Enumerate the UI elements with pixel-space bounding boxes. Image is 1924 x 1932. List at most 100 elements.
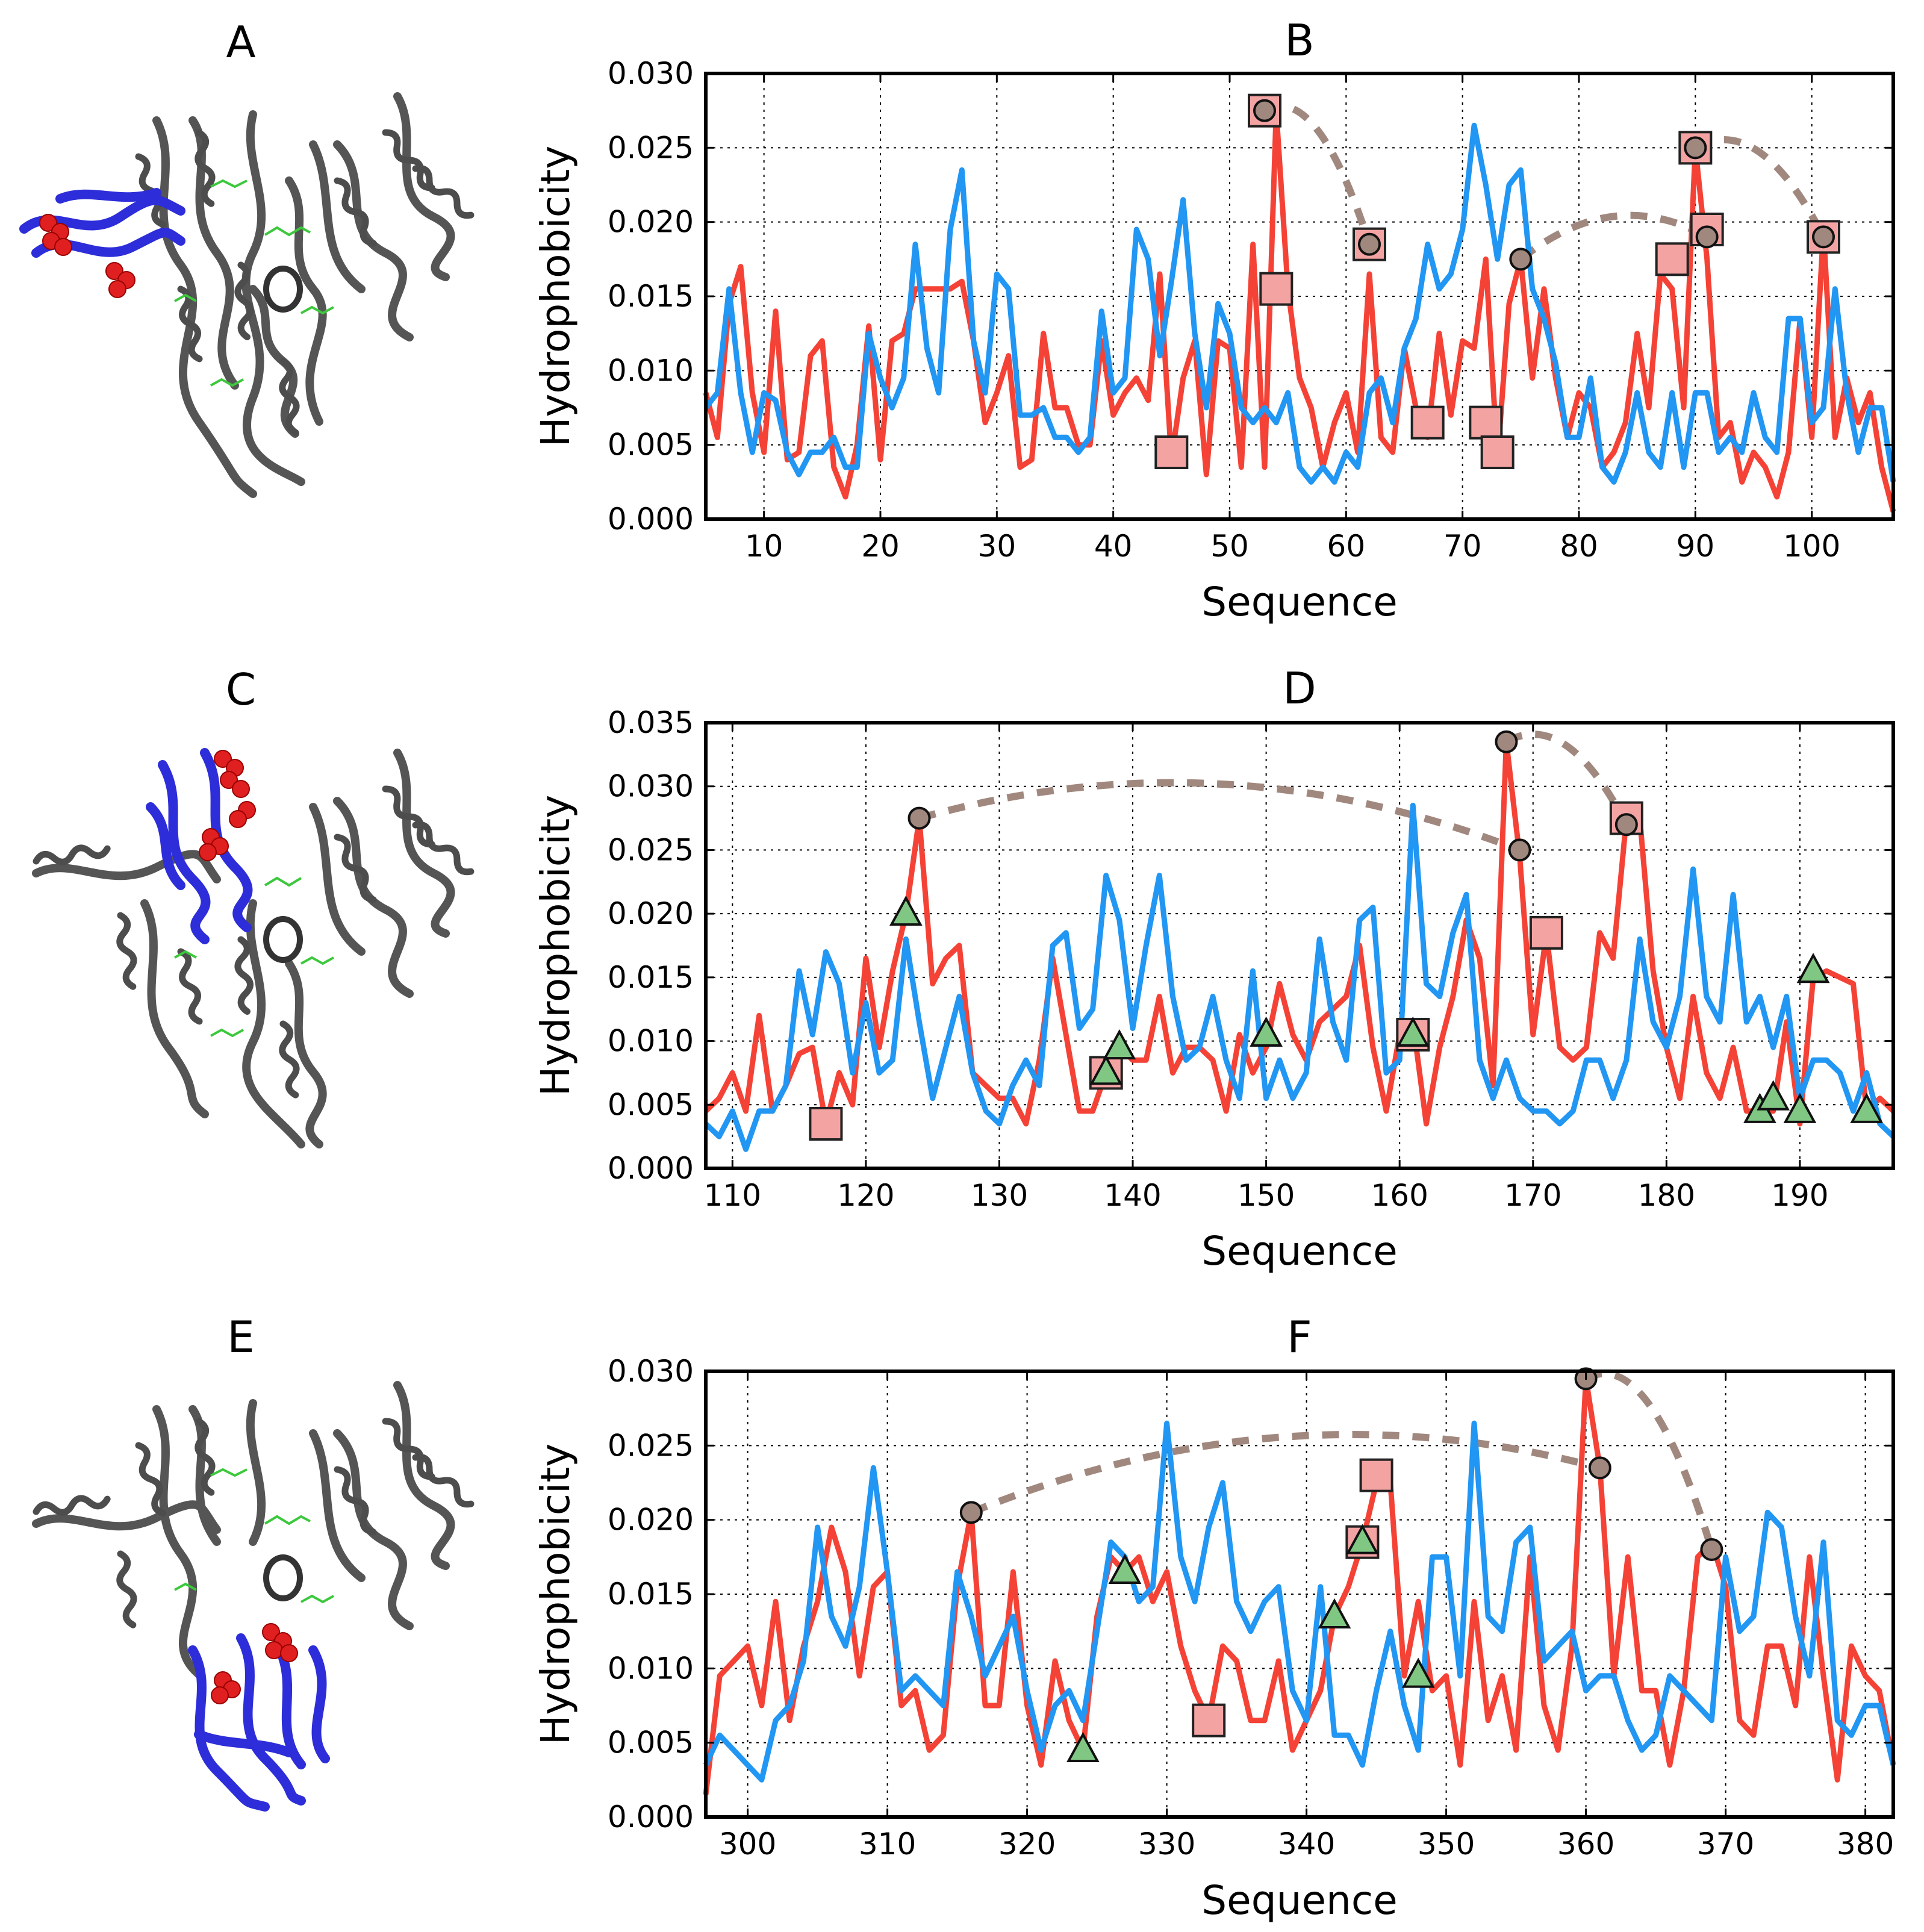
- highlighted-residues-c: [199, 750, 256, 861]
- y-tick-label: 0.005: [608, 1087, 694, 1122]
- protein-backbone-a: [152, 92, 455, 498]
- triangle-marker: [1089, 1055, 1123, 1085]
- series-group: [703, 1376, 1896, 1795]
- y-tick-label: 0.000: [608, 502, 694, 537]
- circle-marker: [1495, 730, 1518, 753]
- circle-marker: [1253, 99, 1276, 122]
- square-marker: [809, 1107, 843, 1141]
- circle-marker: [1700, 1538, 1723, 1561]
- x-tick-label: 160: [1371, 1178, 1428, 1213]
- chart-title: D: [1283, 663, 1316, 714]
- series-line-blue: [703, 802, 1896, 1152]
- triangle-marker: [1250, 1016, 1283, 1047]
- y-tick-label: 0.010: [608, 353, 694, 388]
- x-tick-label: 110: [704, 1178, 761, 1213]
- triangle-marker: [1108, 1553, 1142, 1584]
- triangle-marker: [1103, 1029, 1136, 1060]
- y-tick-label: 0.030: [608, 1354, 694, 1389]
- x-tick-label: 10: [745, 529, 783, 564]
- y-tick-label: 0.020: [608, 1503, 694, 1538]
- x-tick-label: 100: [1783, 529, 1840, 564]
- series-line-red: [703, 1376, 1896, 1795]
- y-tick-label: 0.025: [608, 130, 694, 165]
- x-axis-label: Sequence: [1201, 579, 1398, 625]
- y-tick-label: 0.000: [608, 1800, 694, 1834]
- circle-marker: [1588, 1456, 1611, 1480]
- circle-marker: [1695, 225, 1719, 249]
- x-tick-label: 170: [1504, 1178, 1561, 1213]
- helix-barrel-a: [263, 266, 303, 313]
- ligands-c: [174, 876, 334, 1038]
- x-tick-label: 310: [859, 1827, 916, 1862]
- y-tick-label: 0.015: [608, 960, 694, 995]
- ticks-group: 110 120 130 140 150 160 170 180 190 0.000 0.005 0.0…: [608, 705, 1893, 1213]
- highlighted-residues-a: [39, 214, 135, 298]
- x-tick-label: 350: [1418, 1827, 1475, 1862]
- y-tick-label: 0.000: [608, 1151, 694, 1186]
- circle-marker: [1508, 838, 1531, 862]
- square-marker: [1480, 435, 1515, 469]
- circle-marker: [1358, 232, 1381, 256]
- triangle-marker: [1783, 1092, 1817, 1123]
- x-tick-label: 30: [978, 529, 1016, 564]
- square-marker: [1469, 405, 1503, 440]
- protein-structure-a: [19, 92, 475, 498]
- ticks-group: 10 20 30 40 50 60 70 80 90 100 0.000 0.005 0.010 0.01…: [608, 56, 1893, 564]
- helix-barrel-e: [263, 1554, 303, 1601]
- square-marker: [1192, 1703, 1226, 1737]
- chart-f: F 300 310 320 330 340 350 360 370 380 0.000 0.005 0…: [532, 1312, 1896, 1924]
- triangle-marker: [1346, 1524, 1379, 1554]
- x-tick-label: 340: [1278, 1827, 1335, 1862]
- plot-frame: [704, 721, 1895, 1170]
- x-tick-label: 90: [1676, 529, 1715, 564]
- chart-title: B: [1284, 15, 1314, 66]
- circle-marker: [1614, 813, 1638, 837]
- x-tick-label: 50: [1210, 529, 1249, 564]
- dashed-arc: [1504, 731, 1630, 826]
- circle-marker: [1812, 225, 1835, 249]
- x-tick-label: 380: [1837, 1827, 1894, 1862]
- dashed-arc: [1518, 211, 1709, 263]
- series-line-blue: [703, 122, 1896, 485]
- x-tick-label: 140: [1104, 1178, 1161, 1213]
- x-tick-label: 120: [837, 1178, 894, 1213]
- chart-d: D 110 120 130 140 150 160 170 180 190 0.000 0.005 0…: [532, 663, 1896, 1274]
- dashed-arc: [1693, 136, 1827, 239]
- y-tick-label: 0.020: [608, 205, 694, 240]
- y-tick-label: 0.005: [608, 428, 694, 463]
- y-tick-label: 0.025: [608, 1428, 694, 1463]
- series-group: [703, 739, 1896, 1152]
- square-marker: [1154, 435, 1189, 469]
- markers-group: [959, 1367, 1723, 1762]
- triangle-marker: [1066, 1731, 1100, 1762]
- circle-marker: [1509, 248, 1533, 271]
- x-tick-label: 320: [998, 1827, 1056, 1862]
- y-tick-label: 0.020: [608, 896, 694, 931]
- x-tick-label: 150: [1238, 1178, 1295, 1213]
- x-tick-label: 130: [971, 1178, 1028, 1213]
- arcs-group: [918, 731, 1630, 854]
- triangle-marker: [1401, 1657, 1435, 1688]
- grid-group: [706, 722, 1893, 1169]
- y-tick-label: 0.010: [608, 1651, 694, 1686]
- circle-marker: [908, 806, 931, 830]
- protein-structure-c: [35, 748, 474, 1148]
- y-tick-label: 0.035: [608, 705, 694, 740]
- series-group: [703, 108, 1896, 513]
- dashed-arc: [918, 779, 1521, 854]
- square-marker: [1359, 1458, 1393, 1492]
- y-tick-label: 0.010: [608, 1024, 694, 1059]
- x-tick-label: 20: [861, 529, 900, 564]
- chart-b: B 10 20 30 40 50 60 70 80 90 100 0.000 0.005 0.010 0.…: [532, 15, 1896, 625]
- chart-title: F: [1287, 1312, 1312, 1362]
- panel-letter-e: E: [227, 1312, 255, 1362]
- square-marker: [1410, 405, 1445, 440]
- dashed-arc: [1584, 1370, 1716, 1551]
- x-axis-label: Sequence: [1201, 1877, 1398, 1924]
- triangle-marker: [1757, 1080, 1790, 1111]
- protein-backbone-e: [32, 1381, 455, 1678]
- x-tick-label: 80: [1560, 529, 1598, 564]
- y-axis-label: Hydrophobicity: [532, 146, 579, 447]
- dashed-arc: [970, 1430, 1601, 1516]
